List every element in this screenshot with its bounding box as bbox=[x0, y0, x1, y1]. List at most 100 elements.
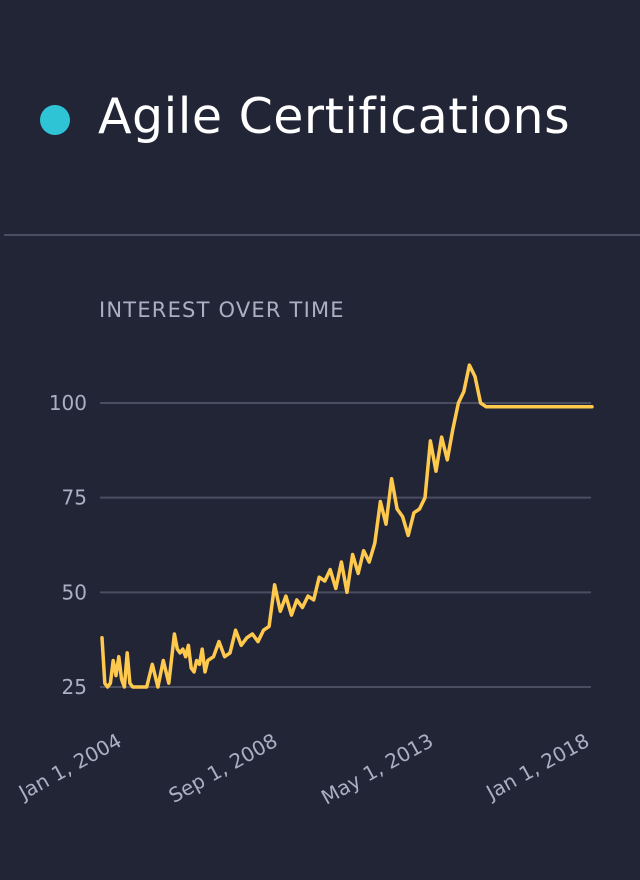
data-point bbox=[505, 404, 511, 410]
data-point bbox=[439, 434, 445, 440]
data-point bbox=[572, 404, 578, 410]
data-point bbox=[417, 506, 423, 512]
data-point bbox=[294, 597, 300, 603]
data-point bbox=[478, 400, 484, 406]
data-point bbox=[394, 506, 400, 512]
data-point bbox=[155, 684, 161, 690]
data-point bbox=[377, 499, 383, 505]
data-point bbox=[266, 623, 272, 629]
data-point bbox=[277, 608, 283, 614]
data-point bbox=[405, 533, 411, 539]
data-point bbox=[238, 642, 244, 648]
data-point bbox=[528, 404, 534, 410]
header-divider bbox=[4, 234, 640, 236]
data-point bbox=[305, 593, 311, 599]
data-point bbox=[333, 586, 339, 592]
data-point bbox=[338, 559, 344, 565]
data-point bbox=[422, 495, 428, 501]
data-point bbox=[500, 404, 506, 410]
data-point bbox=[350, 552, 356, 558]
data-point bbox=[450, 427, 456, 433]
data-point bbox=[316, 574, 322, 580]
data-point bbox=[171, 631, 177, 637]
data-point bbox=[119, 676, 125, 682]
data-point bbox=[124, 650, 130, 656]
data-point bbox=[489, 404, 495, 410]
data-point bbox=[197, 661, 203, 667]
data-point bbox=[561, 404, 567, 410]
data-point bbox=[461, 389, 467, 395]
data-point bbox=[483, 404, 489, 410]
data-point bbox=[183, 654, 189, 660]
data-point bbox=[144, 684, 150, 690]
data-point bbox=[589, 404, 595, 410]
data-point bbox=[216, 639, 222, 645]
y-tick-label: 100 bbox=[49, 391, 87, 415]
x-tick-label: Jan 1, 2018 bbox=[480, 728, 593, 805]
data-point bbox=[283, 593, 289, 599]
data-point bbox=[433, 468, 439, 474]
data-point bbox=[545, 404, 551, 410]
data-point bbox=[567, 404, 573, 410]
data-point bbox=[166, 680, 172, 686]
data-point bbox=[99, 635, 105, 641]
data-point bbox=[289, 612, 295, 618]
chart-header: Agile Certifications bbox=[0, 0, 640, 236]
data-point bbox=[211, 654, 217, 660]
data-point bbox=[355, 570, 361, 576]
data-point bbox=[550, 404, 556, 410]
data-point bbox=[138, 684, 144, 690]
series-color-dot bbox=[40, 105, 70, 135]
data-point bbox=[249, 631, 255, 637]
x-tick-label: May 1, 2013 bbox=[317, 728, 437, 809]
data-point bbox=[255, 639, 261, 645]
data-point bbox=[466, 362, 472, 368]
data-point bbox=[133, 684, 139, 690]
data-point bbox=[299, 605, 305, 611]
data-point bbox=[455, 400, 461, 406]
y-tick-label: 75 bbox=[62, 486, 87, 510]
data-point bbox=[222, 654, 228, 660]
data-point bbox=[180, 646, 186, 652]
chart-subtitle: INTEREST OVER TIME bbox=[99, 298, 345, 322]
data-point bbox=[272, 582, 278, 588]
data-point bbox=[556, 404, 562, 410]
data-point bbox=[522, 404, 528, 410]
data-point bbox=[149, 661, 155, 667]
data-point bbox=[113, 673, 119, 679]
data-point bbox=[444, 457, 450, 463]
data-point bbox=[383, 521, 389, 527]
data-point bbox=[160, 658, 166, 664]
data-point bbox=[233, 627, 239, 633]
data-point bbox=[411, 510, 417, 516]
data-point bbox=[472, 374, 478, 380]
data-point bbox=[202, 669, 208, 675]
data-point bbox=[116, 654, 122, 660]
x-tick-label: Jan 1, 2004 bbox=[13, 728, 126, 805]
data-point bbox=[191, 669, 197, 675]
data-point bbox=[400, 514, 406, 520]
data-point bbox=[578, 404, 584, 410]
data-point bbox=[322, 578, 328, 584]
data-point bbox=[199, 646, 205, 652]
x-tick-label: Sep 1, 2008 bbox=[165, 728, 282, 807]
data-point bbox=[539, 404, 545, 410]
data-point bbox=[205, 658, 211, 664]
data-point bbox=[121, 684, 127, 690]
data-point bbox=[533, 404, 539, 410]
data-point bbox=[327, 567, 333, 573]
data-point bbox=[227, 650, 233, 656]
data-point bbox=[311, 597, 317, 603]
data-point bbox=[244, 635, 250, 641]
data-point bbox=[427, 438, 433, 444]
page-title: Agile Certifications bbox=[98, 88, 571, 145]
data-point bbox=[361, 548, 367, 554]
data-point bbox=[366, 559, 372, 565]
data-point bbox=[110, 658, 116, 664]
data-point bbox=[261, 627, 267, 633]
data-point bbox=[517, 404, 523, 410]
data-point bbox=[389, 476, 395, 482]
data-point bbox=[511, 404, 517, 410]
y-tick-label: 25 bbox=[62, 675, 87, 699]
